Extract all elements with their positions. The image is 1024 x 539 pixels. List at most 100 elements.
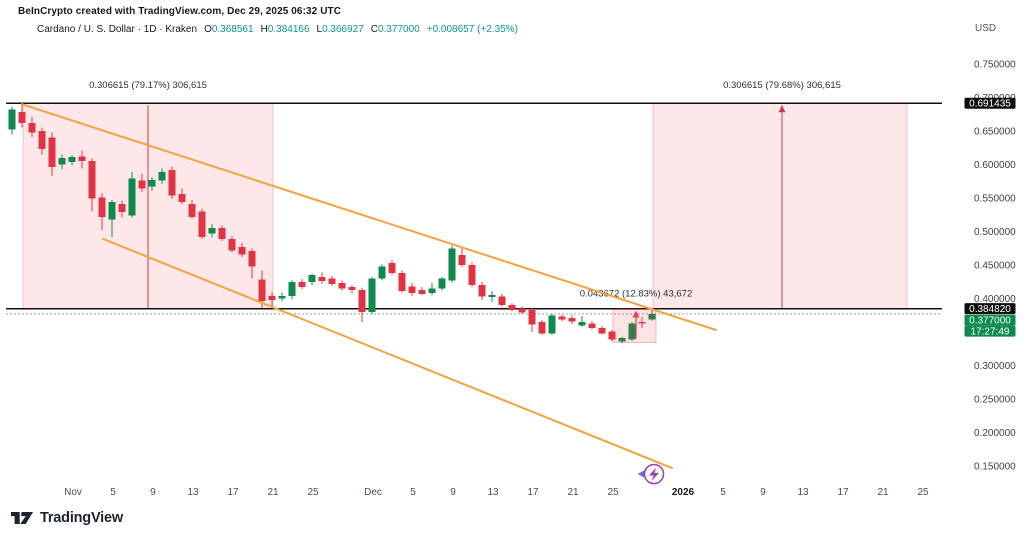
candle-up	[378, 266, 386, 279]
time-tick-label: 21	[267, 487, 279, 498]
candle-down	[558, 316, 566, 320]
time-tick-label: 17	[527, 487, 539, 498]
candle-down	[538, 321, 546, 334]
candle-up	[288, 281, 296, 296]
candle-up	[428, 288, 436, 294]
candle-down	[38, 131, 46, 150]
candle-down	[78, 156, 86, 162]
price-tick-label: 0.750000	[974, 60, 1016, 71]
candle-down	[88, 161, 96, 199]
candle-up	[448, 248, 456, 281]
attribution-text: BeInCrypto created with TradingView.com,…	[18, 6, 342, 17]
current-price-tag	[964, 314, 1016, 326]
candle-down	[328, 278, 336, 284]
candle-down	[568, 317, 576, 322]
candle-down	[188, 204, 196, 217]
level-price-tag-top-text: 0.691435	[969, 99, 1011, 110]
candle-down	[338, 283, 346, 289]
price-tick-label: 0.250000	[974, 395, 1016, 406]
candle-down	[48, 137, 56, 168]
upper-channel-line[interactable]	[21, 103, 717, 331]
candle-up	[158, 171, 166, 181]
candle-up	[148, 179, 156, 187]
candle-down	[358, 289, 366, 312]
candle-down	[518, 308, 526, 313]
time-tick-label: 21	[877, 487, 889, 498]
time-tick-label: Nov	[64, 487, 82, 498]
time-tick-label: 25	[917, 487, 929, 498]
level-price-tag-bottom-text: 0.384820	[969, 304, 1011, 315]
open-label: O	[204, 24, 212, 35]
time-tick-label: 5	[720, 487, 726, 498]
candle-down	[588, 323, 596, 328]
price-tick-label: 0.500000	[974, 227, 1016, 238]
lower-channel-line[interactable]	[102, 237, 673, 470]
candle-up	[628, 323, 636, 340]
candle-down	[398, 273, 406, 292]
candle-down	[168, 169, 176, 196]
candle-down	[458, 254, 466, 265]
price-tick-label: 0.400000	[974, 294, 1016, 305]
time-tick-label: 25	[307, 487, 319, 498]
close-value: 0.377000	[378, 24, 420, 35]
time-tick-label: 5	[110, 487, 116, 498]
price-tick-label: 0.150000	[974, 462, 1016, 473]
symbol-ohlc-readout[interactable]: Cardano / U. S. Dollar · 1D · Kraken O0.3…	[37, 24, 518, 35]
candle-up	[308, 275, 316, 282]
candle-down	[218, 228, 226, 239]
tradingview-logo-text: TradingView	[40, 510, 123, 526]
left-measure-label: 0.306615 (79.17%) 306,615	[89, 80, 207, 91]
candle-up	[578, 321, 586, 326]
candle-up	[278, 295, 286, 299]
candle-down	[118, 204, 126, 213]
time-tick-label: 9	[150, 487, 156, 498]
countdown-tag-text: 17:27:49	[971, 327, 1010, 338]
candle-down	[638, 321, 646, 324]
candle-up	[108, 202, 116, 220]
price-tick-label: 0.650000	[974, 127, 1016, 138]
candle-down	[388, 262, 396, 274]
price-tick-label: 0.200000	[974, 428, 1016, 439]
level-price-tag-top	[964, 97, 1016, 109]
time-tick-label: 5	[410, 487, 416, 498]
candle-down	[318, 277, 326, 282]
price-tick-label: 0.450000	[974, 261, 1016, 272]
time-tick-label: Dec	[364, 487, 382, 498]
box-measure-label: 0.043672 (12.83%) 43,672	[580, 288, 693, 299]
cursor-arrow-icon	[637, 470, 644, 478]
box-measure-arrowhead	[632, 310, 640, 318]
tradingview-logo[interactable]: TradingView	[10, 509, 123, 527]
price-tick-label: 0.600000	[974, 160, 1016, 171]
candle-down	[98, 197, 106, 217]
open-value: 0.368561	[211, 24, 254, 35]
low-label: L	[316, 24, 323, 35]
candle-up	[208, 228, 216, 234]
lightning-bolt-icon	[649, 467, 659, 482]
symbol-title: Cardano / U. S. Dollar · 1D · Kraken	[37, 24, 198, 35]
right-measure-label: 0.306615 (79.68%) 306,615	[723, 80, 841, 91]
high-label: H	[260, 24, 268, 35]
candle-down	[528, 309, 536, 325]
close-label: C	[370, 24, 379, 35]
candle-up	[648, 313, 656, 320]
change-value: +0.008657 (+2.35%)	[426, 24, 518, 35]
candle-down	[508, 305, 516, 310]
candle-down	[258, 279, 266, 302]
right-measure-arrowhead	[778, 105, 786, 113]
time-tick-label: 9	[450, 487, 456, 498]
candle-down	[608, 331, 616, 340]
time-tick-label: 2026	[672, 487, 695, 498]
time-tick-label: 17	[837, 487, 849, 498]
candle-down	[178, 193, 186, 203]
candle-up	[548, 315, 556, 334]
candle-down	[348, 287, 356, 290]
candle-down	[138, 180, 146, 189]
candle-up	[8, 109, 16, 130]
time-tick-label: 13	[187, 487, 199, 498]
candle-up	[128, 178, 136, 216]
time-tick-label: 13	[797, 487, 809, 498]
candle-up	[58, 157, 66, 165]
candle-down	[268, 295, 276, 300]
